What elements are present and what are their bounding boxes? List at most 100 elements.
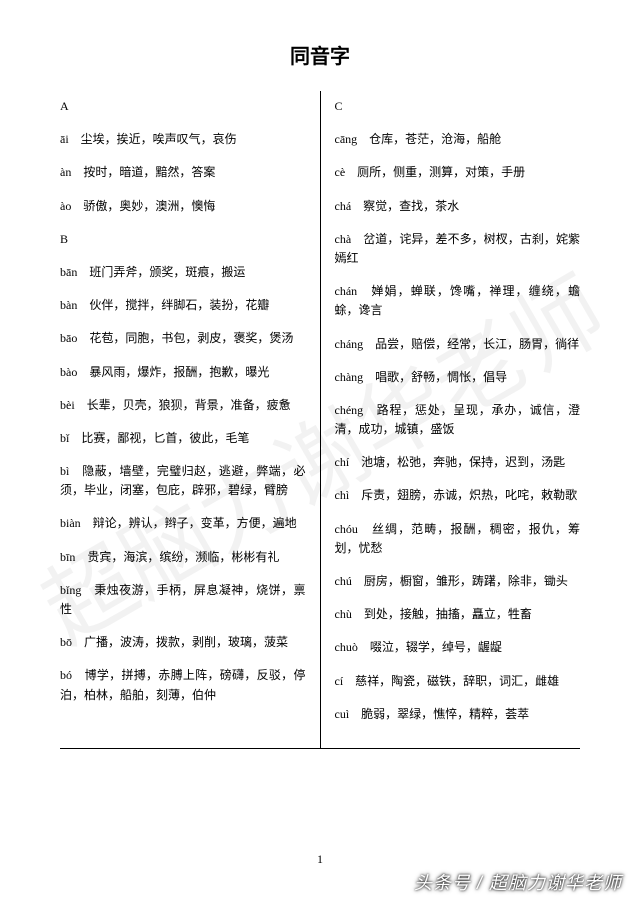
- homophone-entry: chán 婵娟，蝉联，馋嘴，禅理，缠绕，蟾蜍，谗言: [335, 282, 581, 320]
- page-number: 1: [0, 852, 640, 867]
- pinyin: biàn: [60, 516, 93, 530]
- homophone-entry: bǐng 秉烛夜游，手柄，屏息凝神，烧饼，禀性: [60, 581, 306, 619]
- characters: 秉烛夜游，手柄，屏息凝神，烧饼，禀性: [60, 583, 306, 616]
- pinyin: bō: [60, 635, 84, 649]
- homophone-entry: bīn 贵宾，海滨，缤纷，濒临，彬彬有礼: [60, 548, 306, 567]
- homophone-entry: cí 慈祥，陶瓷，磁铁，辞职，词汇，雌雄: [335, 672, 581, 691]
- pinyin: cuì: [335, 707, 362, 721]
- pinyin: chí: [335, 455, 362, 469]
- homophone-entry: ào 骄傲，奥妙，澳洲，懊悔: [60, 197, 306, 216]
- pinyin: chéng: [335, 403, 377, 417]
- homophone-entry: cháng 品尝，赔偿，经常，长江，肠胃，徜徉: [335, 335, 581, 354]
- section-header: C: [335, 97, 581, 116]
- homophone-entry: chà 岔道，诧异，差不多，树杈，古刹，姹紫嫣红: [335, 230, 581, 268]
- pinyin: āi: [60, 132, 81, 146]
- homophone-entry: chì 斥责，翅膀，赤诚，炽热，叱咤，敕勒歌: [335, 486, 581, 505]
- homophone-entry: chá 察觉，查找，茶水: [335, 197, 581, 216]
- characters: 啜泣，辍学，绰号，龌龊: [370, 640, 502, 654]
- homophone-entry: cuì 脆弱，翠绿，憔悴，精粹，荟萃: [335, 705, 581, 724]
- pinyin: chì: [335, 488, 362, 502]
- characters: 察觉，查找，茶水: [363, 199, 459, 213]
- pinyin: chù: [335, 607, 364, 621]
- characters: 广播，波涛，拨款，剥削，玻璃，菠菜: [84, 635, 288, 649]
- homophone-entry: chú 厨房，橱窗，雏形，踌躇，除非，锄头: [335, 572, 581, 591]
- homophone-entry: bǐ 比赛，鄙视，匕首，彼此，毛笔: [60, 429, 306, 448]
- homophone-entry: chéng 路程，惩处，呈现，承办，诚信，澄清，成功，城镇，盛饭: [335, 401, 581, 439]
- pinyin: cāng: [335, 132, 370, 146]
- pinyin: bàn: [60, 298, 89, 312]
- pinyin: bì: [60, 464, 82, 478]
- characters: 慈祥，陶瓷，磁铁，辞职，词汇，雌雄: [355, 674, 559, 688]
- homophone-entry: āi 尘埃，挨近，唉声叹气，哀伤: [60, 130, 306, 149]
- characters: 丝绸，范畴，报酬，稠密，报仇，筹划，忧愁: [335, 522, 581, 555]
- pinyin: cí: [335, 674, 356, 688]
- pinyin: bǐng: [60, 583, 94, 597]
- pinyin: chán: [335, 284, 372, 298]
- characters: 比赛，鄙视，匕首，彼此，毛笔: [81, 431, 249, 445]
- characters: 按时，暗道，黯然，答案: [83, 165, 215, 179]
- homophone-entry: chuò 啜泣，辍学，绰号，龌龊: [335, 638, 581, 657]
- homophone-entry: chàng 唱歌，舒畅，惆怅，倡导: [335, 368, 581, 387]
- pinyin: chóu: [335, 522, 372, 536]
- pinyin: chàng: [335, 370, 376, 384]
- section-header: B: [60, 230, 306, 249]
- right-column: Ccāng 仓库，苍茫，沧海，船舱 cè 厕所，侧重，测算，对策，手册 chá 察觉…: [321, 97, 581, 738]
- pinyin: chá: [335, 199, 364, 213]
- pinyin: bāo: [60, 331, 89, 345]
- pinyin: bào: [60, 365, 89, 379]
- two-column-layout: Aāi 尘埃，挨近，唉声叹气，哀伤 àn 按时，暗道，黯然，答案 ào 骄傲，奥妙，…: [60, 97, 580, 749]
- homophone-entry: biàn 辩论，辨认，辫子，变革，方便，遍地: [60, 514, 306, 533]
- left-column: Aāi 尘埃，挨近，唉声叹气，哀伤 àn 按时，暗道，黯然，答案 ào 骄傲，奥妙，…: [60, 97, 320, 738]
- characters: 辩论，辨认，辫子，变革，方便，遍地: [93, 516, 297, 530]
- characters: 骄傲，奥妙，澳洲，懊悔: [83, 199, 215, 213]
- pinyin: chà: [335, 232, 364, 246]
- attribution-text: 头条号 / 超脑力谢华老师: [414, 869, 622, 895]
- characters: 长辈，贝壳，狼狈，背景，准备，疲惫: [87, 398, 291, 412]
- homophone-entry: chí 池塘，松弛，奔驰，保持，迟到，汤匙: [335, 453, 581, 472]
- characters: 厨房，橱窗，雏形，踌躇，除非，锄头: [364, 574, 568, 588]
- characters: 博学，拼搏，赤膊上阵，磅礴，反驳，停泊，柏林，船舶，刻薄，伯仲: [60, 668, 305, 701]
- characters: 隐蔽，墙壁，完璧归赵，逃避，弊端，必须，毕业，闭塞，包庇，辟邪，碧绿，臂膀: [60, 464, 306, 497]
- pinyin: cháng: [335, 337, 376, 351]
- characters: 仓库，苍茫，沧海，船舱: [369, 132, 501, 146]
- homophone-entry: cè 厕所，侧重，测算，对策，手册: [335, 163, 581, 182]
- homophone-entry: àn 按时，暗道，黯然，答案: [60, 163, 306, 182]
- characters: 池塘，松弛，奔驰，保持，迟到，汤匙: [361, 455, 565, 469]
- characters: 唱歌，舒畅，惆怅，倡导: [375, 370, 507, 384]
- homophone-entry: bì 隐蔽，墙壁，完璧归赵，逃避，弊端，必须，毕业，闭塞，包庇，辟邪，碧绿，臂膀: [60, 462, 306, 500]
- homophone-entry: bó 博学，拼搏，赤膊上阵，磅礴，反驳，停泊，柏林，船舶，刻薄，伯仲: [60, 666, 306, 704]
- characters: 岔道，诧异，差不多，树杈，古刹，姹紫嫣红: [335, 232, 581, 265]
- homophone-entry: bō 广播，波涛，拨款，剥削，玻璃，菠菜: [60, 633, 306, 652]
- characters: 暴风雨，爆炸，报酬，抱歉，曝光: [89, 365, 269, 379]
- characters: 品尝，赔偿，经常，长江，肠胃，徜徉: [375, 337, 579, 351]
- page-title: 同音字: [60, 40, 580, 69]
- pinyin: ào: [60, 199, 83, 213]
- characters: 班门弄斧，颁奖，斑痕，搬运: [89, 265, 245, 279]
- pinyin: chuò: [335, 640, 370, 654]
- pinyin: bèi: [60, 398, 87, 412]
- characters: 花苞，同胞，书包，剥皮，褒奖，煲汤: [89, 331, 293, 345]
- homophone-entry: chóu 丝绸，范畴，报酬，稠密，报仇，筹划，忧愁: [335, 520, 581, 558]
- pinyin: bān: [60, 265, 89, 279]
- pinyin: àn: [60, 165, 83, 179]
- characters: 尘埃，挨近，唉声叹气，哀伤: [81, 132, 237, 146]
- pinyin: bīn: [60, 550, 87, 564]
- homophone-entry: bèi 长辈，贝壳，狼狈，背景，准备，疲惫: [60, 396, 306, 415]
- characters: 脆弱，翠绿，憔悴，精粹，荟萃: [361, 707, 529, 721]
- characters: 伙伴，搅拌，绊脚石，装扮，花瓣: [89, 298, 269, 312]
- pinyin: chú: [335, 574, 364, 588]
- homophone-entry: cāng 仓库，苍茫，沧海，船舱: [335, 130, 581, 149]
- homophone-entry: chù 到处，接触，抽搐，矗立，牲畜: [335, 605, 581, 624]
- pinyin: bó: [60, 668, 85, 682]
- homophone-entry: bào 暴风雨，爆炸，报酬，抱歉，曝光: [60, 363, 306, 382]
- characters: 贵宾，海滨，缤纷，濒临，彬彬有礼: [87, 550, 279, 564]
- characters: 婵娟，蝉联，馋嘴，禅理，缠绕，蟾蜍，谗言: [335, 284, 581, 317]
- characters: 厕所，侧重，测算，对策，手册: [357, 165, 525, 179]
- characters: 到处，接触，抽搐，矗立，牲畜: [364, 607, 532, 621]
- document-page: 超脑力谢华老师 同音字 Aāi 尘埃，挨近，唉声叹气，哀伤àn 按时，暗道，黯然…: [0, 0, 640, 905]
- homophone-entry: bàn 伙伴，搅拌，绊脚石，装扮，花瓣: [60, 296, 306, 315]
- section-header: A: [60, 97, 306, 116]
- homophone-entry: bān 班门弄斧，颁奖，斑痕，搬运: [60, 263, 306, 282]
- pinyin: cè: [335, 165, 358, 179]
- homophone-entry: bāo 花苞，同胞，书包，剥皮，褒奖，煲汤: [60, 329, 306, 348]
